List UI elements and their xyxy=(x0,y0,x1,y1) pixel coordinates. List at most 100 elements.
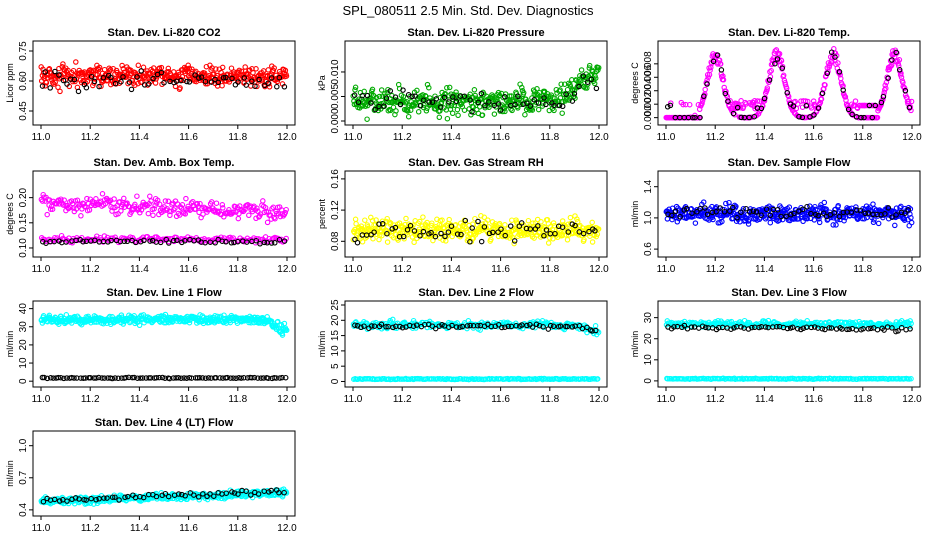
data-point xyxy=(272,240,278,246)
data-point xyxy=(202,78,209,85)
plot-frame xyxy=(344,300,608,388)
data-point xyxy=(474,322,481,329)
data-point xyxy=(697,114,703,121)
data-point xyxy=(55,374,62,381)
data-point xyxy=(722,90,729,97)
data-point xyxy=(692,220,699,226)
data-point xyxy=(261,239,268,246)
data-point xyxy=(719,218,725,225)
data-point xyxy=(260,198,266,204)
y-tick-label: 10 xyxy=(330,345,341,357)
data-point xyxy=(816,216,822,222)
data-point xyxy=(594,376,601,382)
scatter-points xyxy=(663,46,915,121)
data-point xyxy=(519,84,525,91)
data-point xyxy=(502,94,508,100)
data-point xyxy=(262,204,269,211)
data-point xyxy=(569,324,576,330)
x-tick-label: 11.2 xyxy=(706,132,725,143)
data-point xyxy=(523,225,530,232)
y-tick-label: 0.004 xyxy=(643,78,654,103)
data-point xyxy=(147,238,153,244)
x-tick-label: 11.4 xyxy=(755,394,774,405)
data-point xyxy=(524,322,530,329)
data-point xyxy=(390,104,397,111)
panel-4: Stan. Dev. Amb. Box Temp.11.0 11.2 11.4 11.… xyxy=(5,157,297,275)
data-point xyxy=(747,375,754,382)
data-point xyxy=(908,320,914,327)
data-point xyxy=(80,238,86,245)
x-tick-label: 11.8 xyxy=(228,132,247,143)
y-tick-label: 0.005 xyxy=(330,84,341,109)
data-point xyxy=(411,228,418,234)
x-tick-label: 11.0 xyxy=(657,264,676,275)
data-point xyxy=(141,237,147,244)
data-point xyxy=(397,101,404,108)
data-point xyxy=(714,52,721,58)
data-point xyxy=(569,221,576,227)
data-point xyxy=(56,72,62,78)
data-point xyxy=(268,216,275,222)
data-point xyxy=(880,93,887,100)
data-point xyxy=(123,374,129,381)
data-point xyxy=(769,61,776,67)
series-reference xyxy=(664,49,913,121)
data-point xyxy=(541,95,547,101)
data-point xyxy=(386,106,393,113)
y-tick-label: 0.6 xyxy=(643,242,654,256)
data-point xyxy=(704,211,711,218)
data-point xyxy=(58,232,65,239)
data-point xyxy=(417,103,424,109)
data-point xyxy=(889,325,895,331)
data-point xyxy=(772,60,778,67)
data-point xyxy=(854,207,860,213)
data-point xyxy=(900,79,906,86)
data-point xyxy=(217,375,223,381)
data-point xyxy=(384,239,391,245)
data-point xyxy=(139,79,145,85)
data-point xyxy=(475,99,482,106)
data-point xyxy=(469,109,475,115)
data-point xyxy=(880,375,886,382)
data-point xyxy=(870,201,876,207)
data-point xyxy=(702,86,708,93)
data-point xyxy=(486,230,493,237)
data-point xyxy=(194,200,201,207)
data-point xyxy=(246,212,252,219)
data-point xyxy=(49,206,56,212)
data-point xyxy=(883,376,889,382)
data-point xyxy=(505,102,511,108)
data-point xyxy=(175,375,182,381)
data-point xyxy=(509,217,515,223)
panel-title: Stan. Dev. Li-820 Temp. xyxy=(728,27,850,39)
data-point xyxy=(467,97,473,103)
data-point xyxy=(197,200,203,207)
data-point xyxy=(734,215,740,221)
x-tick-label: 11.0 xyxy=(344,394,363,405)
data-point xyxy=(892,222,898,229)
data-point xyxy=(823,206,829,212)
data-point xyxy=(232,82,239,88)
data-point xyxy=(861,216,867,222)
data-point xyxy=(457,376,464,382)
plot-frame xyxy=(32,300,296,388)
series-primary-lower xyxy=(664,375,914,383)
data-point xyxy=(56,321,62,327)
data-point xyxy=(172,205,178,212)
data-point xyxy=(715,317,721,324)
y-axis-label: ml/min xyxy=(630,331,640,358)
plot-frame xyxy=(32,170,296,258)
data-point xyxy=(840,209,847,216)
data-point xyxy=(213,200,220,206)
scatter-points xyxy=(38,486,290,507)
x-tick-label: 11.2 xyxy=(81,264,100,275)
data-point xyxy=(272,215,278,222)
data-point xyxy=(364,102,371,109)
data-point xyxy=(249,78,255,85)
data-point xyxy=(420,214,426,220)
data-point xyxy=(677,214,683,220)
data-point xyxy=(178,77,184,84)
data-point xyxy=(753,209,760,215)
data-point xyxy=(399,324,406,331)
data-point xyxy=(746,209,753,215)
